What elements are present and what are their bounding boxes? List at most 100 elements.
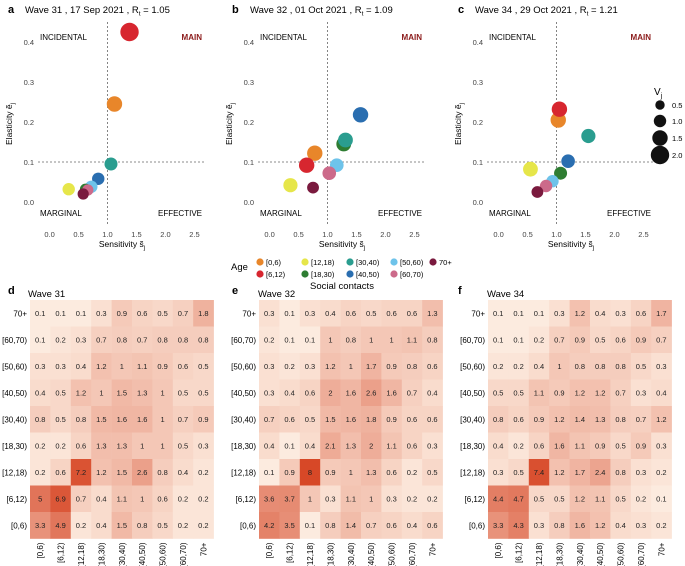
heatmap-cell-value: 1.3 [595,415,605,424]
heatmap-cell [299,326,321,354]
heatmap-cell-value: 0.6 [636,309,646,318]
heatmap-cell-value: 0.2 [656,521,666,530]
heatmap-row-label: [12,18) [231,468,256,477]
heatmap-cell [508,406,530,433]
y-tick-label: 0.2 [244,118,254,127]
heatmap-cell-value: 0.4 [615,521,625,530]
heatmap-cell-value: 0.9 [198,415,208,424]
point-70 [307,181,319,194]
heatmap-cell-value: 0.5 [198,362,208,371]
heatmap-cell [299,485,321,513]
heatmap-cell [630,432,652,460]
panel-letter: e [232,285,238,297]
heatmap-cell-value: 0.1 [513,335,523,344]
heatmap-cell-value: 0.1 [493,335,503,344]
heatmap-cell-value: 1 [349,468,353,477]
heatmap-cell [401,432,423,460]
heatmap-cell [381,459,403,486]
size-legend-circle [652,130,668,146]
heatmap-cell [422,300,443,327]
heatmap-cell-value: 5 [38,494,42,503]
heatmap-cell-value: 0.5 [595,335,605,344]
y-tick-label: 0.3 [244,78,254,87]
heatmap-cell-value: 0.8 [178,335,188,344]
heatmap-cell [320,353,341,380]
point-06 [106,96,123,112]
heatmap-panel-e: e Wave 32 0.3 0.1 0.3 0.4 0.6 0.5 0.6 0.6 1.3 0.2 0.… [231,285,443,566]
heatmap-cell [549,379,570,407]
age-legend-label: [30,40) [356,258,380,267]
heatmap-cell-value: 1.3 [117,441,127,450]
y-tick-label: 0.3 [473,78,483,87]
heatmap-cell [30,379,51,407]
heatmap-cell-value: 0.1 [284,441,294,450]
heatmap-cell-value: 1.2 [595,521,605,530]
heatmap-cell-value: 1.6 [575,521,585,530]
heatmap-row-label: [40,50) [231,389,256,398]
quadrant-label-marginal: MARGINAL [40,209,82,218]
heatmap-cell [152,432,174,460]
heatmap-cell [132,406,153,433]
heatmap-cell-value: 0.8 [615,362,625,371]
heatmap-cell-value: 0.9 [284,468,294,477]
heatmap-cell-value: 0.1 [55,309,65,318]
y-tick-label: 0.4 [24,38,34,47]
heatmap-cell [30,432,51,460]
heatmap-title: Wave 31 [28,289,65,300]
heatmap-cell [488,379,509,407]
heatmap-cell [111,379,133,407]
heatmap-cell-value: 1.4 [575,415,585,424]
heatmap-cell [422,406,443,433]
heatmap-cell [70,485,92,513]
heatmap-cell-value: 4.2 [264,521,274,530]
heatmap-cell [422,432,443,460]
heatmap-cell [299,300,321,327]
heatmap-cell-value: 1 [328,335,332,344]
heatmap-cell [279,406,301,433]
heatmap-cell-value: 0.6 [386,309,396,318]
quadrant-label-main: MAIN [182,33,203,42]
heatmap-cell-value: 0.2 [427,494,437,503]
heatmap-cell [361,300,382,327]
heatmap-cell [488,406,509,433]
heatmap-cell [381,406,403,433]
heatmap-cell [193,485,214,513]
heatmap-cell [132,485,153,513]
heatmap-cell [381,300,403,327]
heatmap-cell [111,406,133,433]
point-1218 [283,178,298,193]
heatmap-cell-value: 0.3 [325,494,335,503]
heatmap-cell-value: 0.4 [35,388,45,397]
heatmap-cell-value: 1 [557,362,561,371]
heatmap-cell-value: 1.2 [575,388,585,397]
heatmap-cell [172,432,194,460]
heatmap-cell-value: 0.6 [427,521,437,530]
heatmap-cell [549,326,570,354]
heatmap-row-label: [30,40) [2,415,27,424]
heatmap-cell [111,353,133,380]
heatmap-cell [172,300,194,327]
heatmap-cell [488,512,509,539]
heatmap-col-label: [6,12) [286,542,295,563]
heatmap-row-label: [0,6) [240,521,256,530]
heatmap-cell-value: 0.7 [137,335,147,344]
heatmap-cell [651,406,672,433]
heatmap-cell-value: 1.7 [656,309,666,318]
heatmap-cell [340,512,362,539]
heatmap-cell-value: 7.2 [76,468,86,477]
heatmap-cell [508,300,530,327]
heatmap-cell-value: 0.1 [284,309,294,318]
y-tick-label: 0.1 [473,158,483,167]
heatmap-cell [91,485,112,513]
heatmap-cell-value: 0.3 [534,521,544,530]
heatmap-cell-value: 0.7 [407,388,417,397]
heatmap-cell [508,512,530,539]
heatmap-cell [299,459,321,486]
heatmap-cell [590,459,611,486]
heatmap-col-label: [60,70) [179,542,188,566]
heatmap-cell [651,459,672,486]
heatmap-cell-value: 0.9 [595,441,605,450]
heatmap-cell [651,432,672,460]
heatmap-col-label: 70+ [199,542,208,556]
